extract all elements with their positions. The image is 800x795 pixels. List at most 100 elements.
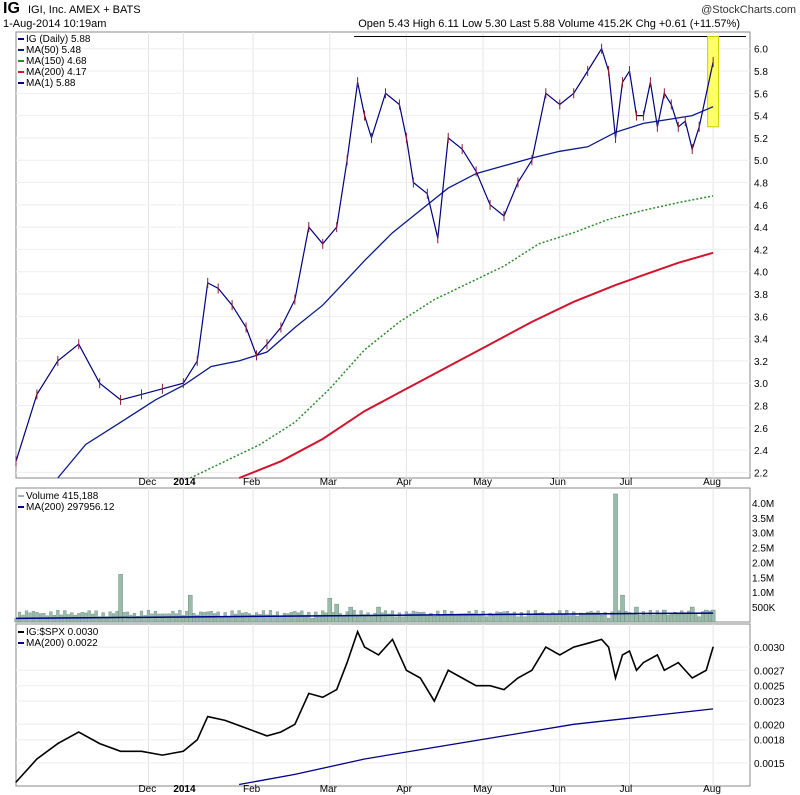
volume-bar bbox=[579, 612, 583, 623]
volume-bar bbox=[589, 611, 593, 623]
price-legend-item: IG (Daily) 5.88 bbox=[26, 34, 91, 45]
volume-bar bbox=[28, 612, 32, 623]
volume-bar bbox=[481, 610, 485, 623]
volume-bar bbox=[303, 614, 307, 623]
ratio-point bbox=[99, 742, 101, 745]
ratio-point bbox=[677, 661, 679, 664]
volume-bar bbox=[265, 614, 269, 623]
volume-bar bbox=[547, 614, 551, 623]
x-tick-label: Jul bbox=[619, 477, 632, 488]
ratio-point bbox=[559, 654, 561, 656]
ratio-point bbox=[475, 685, 477, 687]
volume-bar bbox=[478, 615, 482, 623]
ratio-point bbox=[503, 688, 505, 691]
volume-bar bbox=[174, 613, 178, 623]
ratio-point bbox=[628, 650, 631, 652]
volume-y-tick: 500K bbox=[752, 603, 776, 614]
volume-bar bbox=[645, 614, 649, 623]
ratio-point bbox=[363, 646, 366, 648]
x-tick-label-bottom: May bbox=[473, 784, 492, 795]
volume-bar bbox=[655, 610, 659, 623]
x-tick-label-bottom: Jun bbox=[550, 784, 566, 795]
volume-bar bbox=[331, 612, 335, 623]
volume-y-tick: 2.0M bbox=[752, 558, 774, 569]
volume-y-tick: 4.0M bbox=[752, 499, 774, 510]
volume-bar bbox=[568, 615, 572, 623]
volume-bar bbox=[195, 614, 199, 623]
price-y-tick: 3.4 bbox=[754, 335, 768, 346]
volume-y-tick: 1.5M bbox=[752, 573, 774, 584]
volume-bar bbox=[432, 615, 436, 623]
volume-bar bbox=[617, 610, 621, 623]
volume-bar bbox=[516, 616, 520, 623]
stockcharts-watermark[interactable]: @StockCharts.com bbox=[701, 4, 796, 16]
volume-bar bbox=[519, 612, 524, 623]
volume-bar bbox=[439, 615, 443, 623]
volume-y-tick: 1.0M bbox=[752, 588, 774, 599]
volume-bar bbox=[669, 612, 673, 623]
volume-y-tick: 3.5M bbox=[752, 514, 774, 525]
volume-bar bbox=[446, 613, 450, 623]
volume-bar bbox=[460, 613, 464, 623]
volume-bar bbox=[457, 613, 461, 623]
price-y-tick: 5.2 bbox=[754, 134, 768, 145]
volume-bar bbox=[380, 612, 384, 623]
ratio-point bbox=[255, 731, 258, 733]
ratio-point bbox=[642, 661, 645, 664]
volume-bar bbox=[697, 616, 701, 623]
volume-bar bbox=[17, 611, 22, 623]
volume-bar bbox=[498, 612, 503, 623]
price-y-tick: 5.4 bbox=[754, 112, 768, 123]
volume-bar bbox=[247, 613, 252, 623]
volume-bar bbox=[411, 610, 415, 623]
volume-spike-bar bbox=[376, 606, 381, 623]
volume-spike-bar bbox=[348, 606, 353, 623]
ratio-point bbox=[461, 677, 463, 679]
ratio-point bbox=[635, 669, 638, 671]
x-tick-label: May bbox=[473, 477, 492, 488]
ratio-legend-item: MA(200) 0.0022 bbox=[26, 638, 98, 649]
ratio-point bbox=[280, 731, 282, 733]
volume-bar bbox=[443, 609, 447, 623]
volume-bar bbox=[394, 616, 398, 623]
ratio-point bbox=[601, 638, 603, 641]
price-y-tick: 4.6 bbox=[754, 201, 768, 212]
volume-bar bbox=[272, 615, 276, 623]
ratio-point bbox=[573, 646, 575, 648]
volume-bar bbox=[105, 616, 109, 623]
ratio-ma-line bbox=[238, 708, 714, 786]
volume-bar bbox=[586, 611, 590, 623]
x-tick-label-bottom: Feb bbox=[243, 784, 261, 795]
ratio-panel-frame bbox=[15, 623, 751, 787]
ratio-y-tick: 0.0025 bbox=[754, 682, 785, 693]
volume-bar bbox=[415, 611, 419, 623]
volume-bar bbox=[14, 618, 18, 623]
volume-spike-bar bbox=[703, 609, 709, 623]
ratio-point bbox=[405, 669, 407, 671]
volume-bar bbox=[254, 612, 259, 623]
price-y-tick: 4.8 bbox=[754, 179, 768, 190]
ratio-point bbox=[15, 781, 17, 783]
ratio-point bbox=[607, 646, 610, 648]
price-y-tick: 2.4 bbox=[754, 446, 768, 457]
ratio-point bbox=[691, 677, 693, 679]
volume-bar bbox=[87, 610, 91, 623]
volume-bar bbox=[31, 611, 36, 623]
x-tick-label: Feb bbox=[243, 477, 261, 488]
price-y-tick: 5.0 bbox=[754, 156, 768, 167]
volume-bar bbox=[310, 618, 314, 623]
volume-bar bbox=[638, 615, 642, 623]
volume-bar bbox=[502, 611, 506, 623]
ratio-point bbox=[621, 654, 624, 656]
volume-bar bbox=[422, 611, 426, 623]
volume-bar bbox=[146, 610, 151, 623]
volume-bar bbox=[178, 610, 182, 623]
price-legend-item: MA(200) 4.17 bbox=[26, 67, 87, 78]
ma200-line bbox=[238, 251, 714, 479]
volume-bar bbox=[533, 610, 537, 623]
price-y-tick: 2.2 bbox=[754, 468, 768, 479]
volume-bar bbox=[286, 613, 290, 623]
volume-bar bbox=[136, 616, 140, 623]
volume-bar bbox=[648, 609, 652, 623]
